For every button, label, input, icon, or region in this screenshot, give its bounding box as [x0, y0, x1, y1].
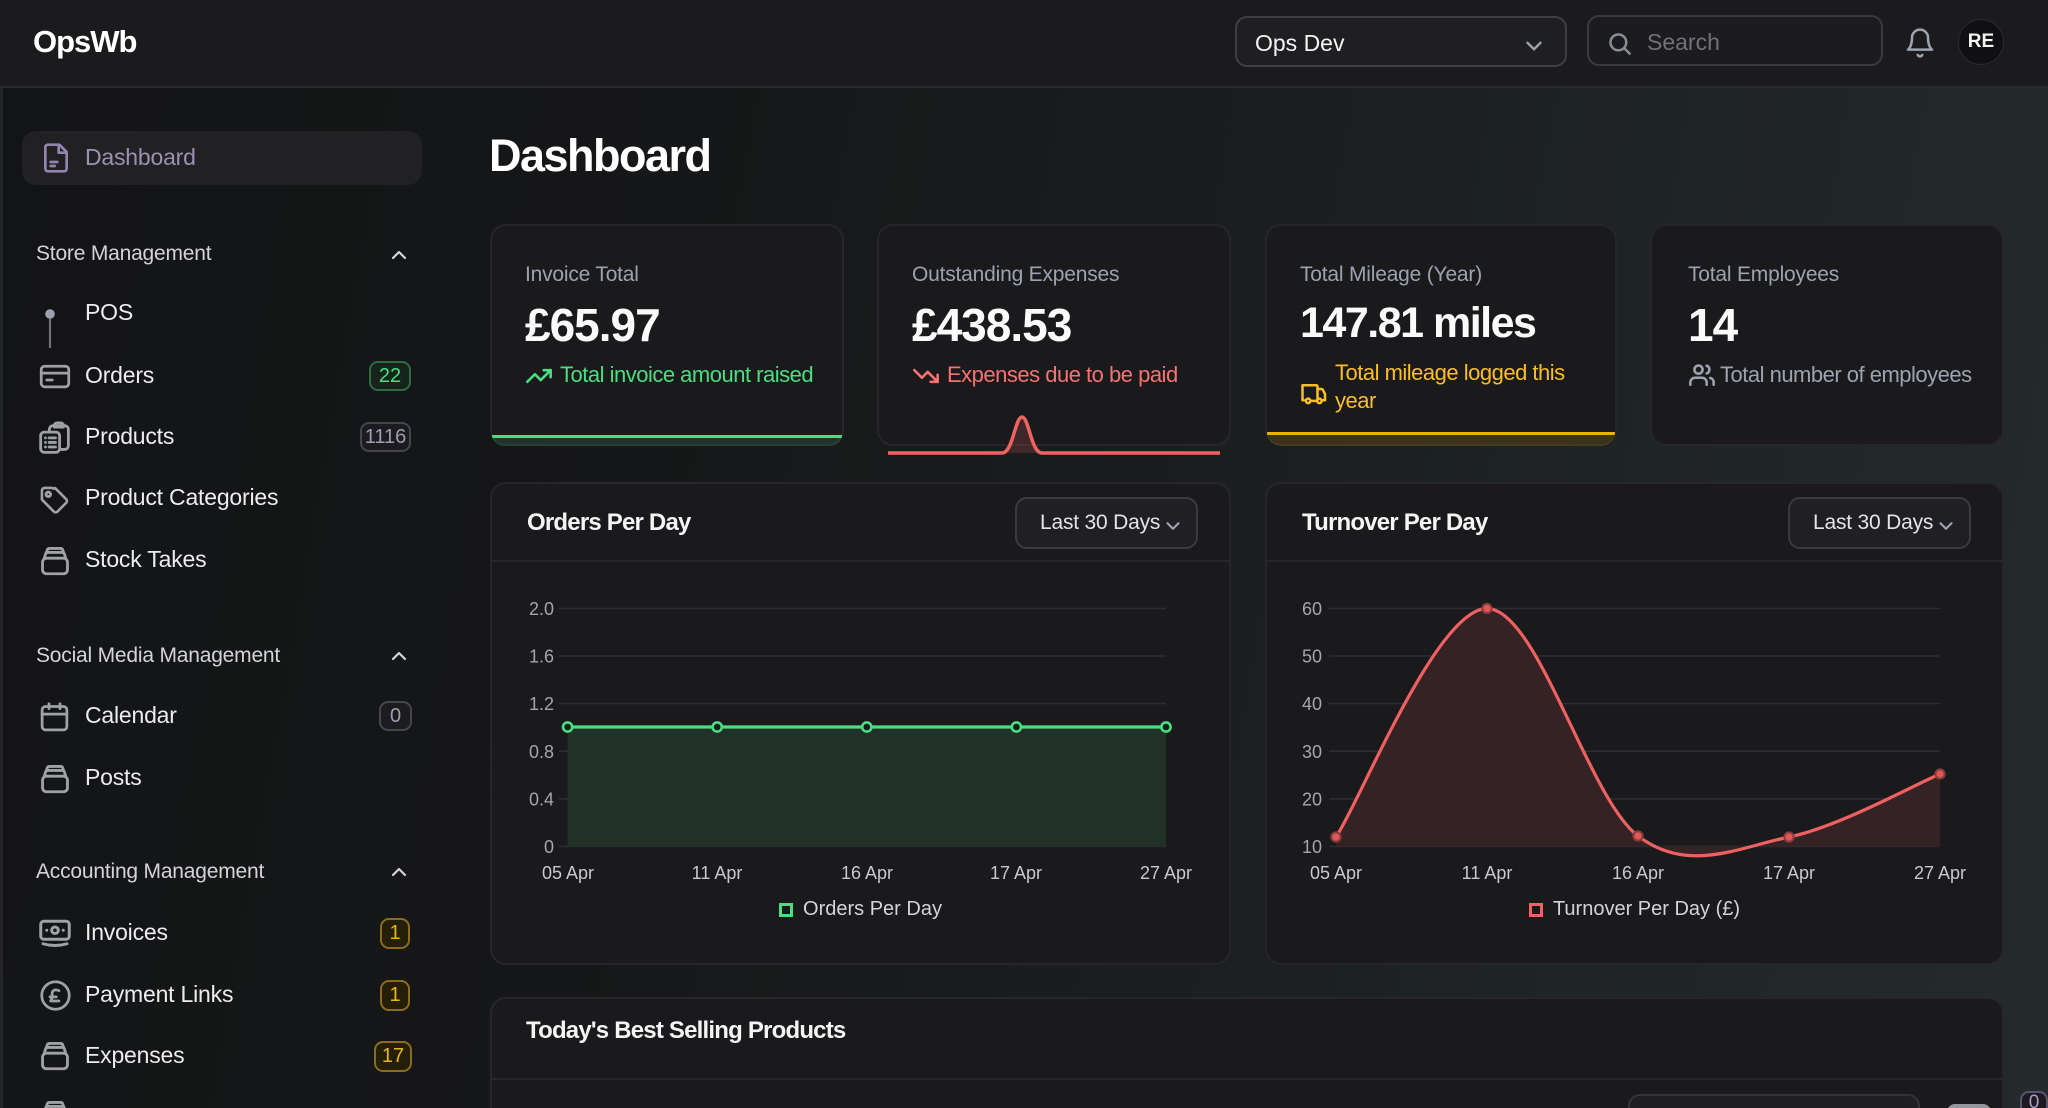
svg-text:0: 0	[544, 837, 554, 857]
svg-text:16 Apr: 16 Apr	[1612, 863, 1664, 883]
svg-text:10: 10	[1302, 837, 1322, 857]
svg-text:1.2: 1.2	[529, 694, 554, 714]
svg-text:27 Apr: 27 Apr	[1140, 863, 1192, 883]
svg-text:27 Apr: 27 Apr	[1914, 863, 1966, 883]
svg-text:2.0: 2.0	[529, 599, 554, 619]
svg-text:20: 20	[1302, 789, 1322, 809]
svg-text:0.4: 0.4	[529, 789, 554, 809]
svg-text:05 Apr: 05 Apr	[542, 863, 594, 883]
svg-text:17 Apr: 17 Apr	[990, 863, 1042, 883]
svg-text:50: 50	[1302, 647, 1322, 667]
svg-text:30: 30	[1302, 742, 1322, 762]
svg-text:60: 60	[1302, 599, 1322, 619]
svg-text:1.6: 1.6	[529, 647, 554, 667]
svg-text:11 Apr: 11 Apr	[692, 863, 743, 883]
svg-text:16 Apr: 16 Apr	[841, 863, 893, 883]
svg-text:17 Apr: 17 Apr	[1763, 863, 1815, 883]
svg-text:40: 40	[1302, 694, 1322, 714]
svg-text:11 Apr: 11 Apr	[1462, 863, 1513, 883]
svg-text:0.8: 0.8	[529, 742, 554, 762]
svg-text:05 Apr: 05 Apr	[1310, 863, 1362, 883]
